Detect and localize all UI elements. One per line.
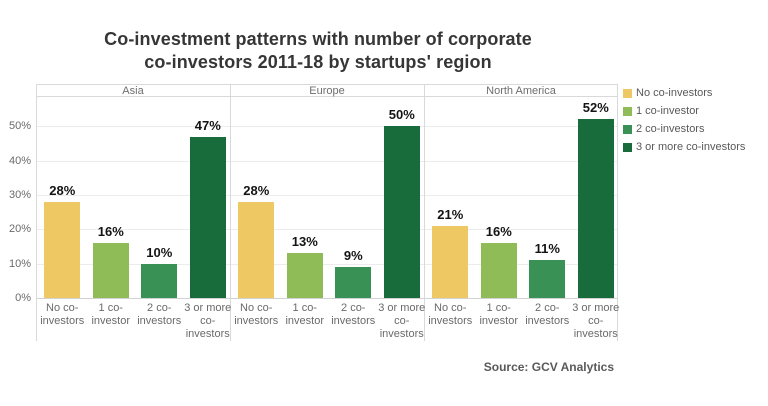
- chart-title: Co-investment patterns with number of co…: [104, 29, 532, 72]
- panel-header-band: [36, 84, 618, 97]
- bar-value-label: 47%: [194, 117, 221, 133]
- gridline: [37, 126, 617, 128]
- legend-swatch-icon: [623, 143, 632, 152]
- x-axis-label: 3 or more co- investors: [378, 302, 426, 340]
- panel-title-europe: Europe: [309, 85, 345, 97]
- legend-item-1-co-investor: 1 co-investor: [623, 105, 745, 118]
- x-axis-label: No co- investors: [234, 302, 279, 327]
- panel-border: [230, 84, 231, 341]
- legend-label: 1 co-investor: [636, 105, 699, 117]
- x-axis-label: 1 co- investor: [479, 302, 519, 327]
- bar-asia-2-co-investors: [141, 263, 178, 298]
- legend-swatch-icon: [623, 107, 632, 116]
- bar-value-label: 21%: [437, 206, 464, 222]
- x-axis-label: No co- investors: [428, 302, 473, 327]
- bar-asia-1-co-investor: [92, 243, 129, 298]
- bar-value-label: 16%: [485, 224, 512, 240]
- panel-border: [617, 84, 618, 341]
- x-axis-label: 2 co- investors: [525, 302, 570, 327]
- y-axis-tick-label: 10%: [8, 257, 31, 270]
- bar-value-label: 10%: [146, 244, 173, 260]
- legend-item-2-co-investors: 2 co-investors: [623, 123, 745, 136]
- source-note: Source: GCV Analytics: [483, 360, 614, 374]
- y-axis-tick-label: 40%: [8, 154, 31, 167]
- panel-border: [36, 84, 37, 341]
- bar-north-america-no-co-investors: [432, 225, 469, 298]
- x-axis-label: 3 or more co- investors: [572, 302, 620, 340]
- panel-border: [424, 84, 425, 341]
- legend-swatch-icon: [623, 89, 632, 98]
- gridline: [37, 229, 617, 231]
- bar-europe-2-co-investors: [335, 267, 372, 298]
- legend-label: No co-investors: [636, 87, 713, 99]
- legend-item-3-or-more-co-investors: 3 or more co-investors: [623, 141, 745, 154]
- panel-title-asia: Asia: [122, 85, 144, 97]
- plot-area: Asia 28% No co- investors 16% 1 co- investor…: [36, 84, 619, 341]
- bar-europe-3-or-more-co-investors: [383, 126, 420, 298]
- bar-asia-3-or-more-co-investors: [189, 136, 226, 298]
- bar-value-label: 28%: [243, 182, 270, 198]
- y-axis-tick-label: 30%: [8, 188, 31, 201]
- x-axis-label: 1 co- investor: [91, 302, 131, 327]
- x-axis-label: No co- investors: [40, 302, 85, 327]
- bar-asia-no-co-investors: [44, 201, 81, 298]
- bar-value-label: 28%: [49, 182, 76, 198]
- gridline: [37, 160, 617, 162]
- gridline: [37, 263, 617, 265]
- baseline: [37, 298, 617, 299]
- bar-value-label: 11%: [534, 241, 560, 257]
- bar-value-label: 52%: [582, 100, 609, 116]
- x-axis-label: 3 or more co- investors: [184, 302, 232, 340]
- bar-value-label: 13%: [291, 234, 318, 250]
- bar-north-america-3-or-more-co-investors: [577, 119, 614, 298]
- legend-label: 3 or more co-investors: [636, 141, 746, 153]
- bar-value-label: 50%: [388, 107, 415, 123]
- x-axis-label: 1 co- investor: [285, 302, 325, 327]
- bar-north-america-1-co-investor: [480, 243, 517, 298]
- panel-title-north-america: North America: [486, 85, 556, 97]
- legend-item-no-co-investors: No co-investors: [623, 87, 745, 100]
- bar-value-label: 9%: [343, 248, 363, 264]
- bar-value-label: 16%: [97, 224, 124, 240]
- legend: No co-investors 1 co-investor 2 co-investo…: [623, 87, 745, 159]
- bar-europe-no-co-investors: [238, 201, 275, 298]
- y-axis-tick-label: 0%: [15, 292, 31, 304]
- y-axis-tick-label: 20%: [8, 223, 31, 236]
- bar-europe-1-co-investor: [286, 253, 323, 298]
- legend-label: 2 co-investors: [636, 123, 705, 135]
- legend-swatch-icon: [623, 125, 632, 134]
- gridline: [37, 194, 617, 196]
- bar-north-america-2-co-investors: [529, 260, 566, 298]
- y-axis-tick-label: 50%: [8, 120, 31, 133]
- x-axis-label: 2 co- investors: [331, 302, 376, 327]
- x-axis-label: 2 co- investors: [137, 302, 182, 327]
